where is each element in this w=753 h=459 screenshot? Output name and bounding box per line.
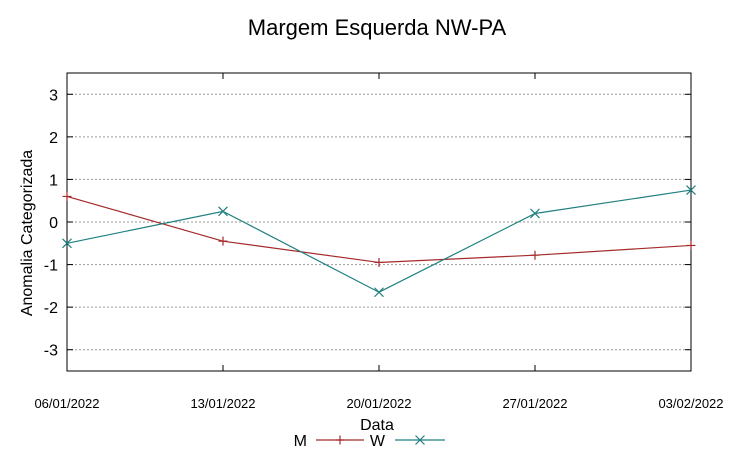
y-axis-label: Anomalia Categorizada <box>19 150 36 316</box>
y-tick-label: 0 <box>49 215 58 232</box>
x-tick-label: 20/01/2022 <box>346 396 411 411</box>
data-point-marker <box>62 191 72 201</box>
data-point-marker <box>530 250 540 260</box>
series-w <box>62 185 696 298</box>
x-tick-label: 27/01/2022 <box>502 396 567 411</box>
x-tick-label: 03/02/2022 <box>658 396 723 411</box>
data-point-marker <box>686 185 696 195</box>
legend-label: M <box>294 433 307 450</box>
data-point-marker <box>415 435 425 445</box>
y-tick-label: -3 <box>44 343 58 360</box>
data-point-marker <box>218 236 228 246</box>
y-tick-label: 2 <box>49 130 58 147</box>
x-tick-label: 06/01/2022 <box>34 396 99 411</box>
data-point-marker <box>374 287 384 298</box>
y-tick-label: 1 <box>49 172 58 189</box>
data-point-marker <box>530 208 540 219</box>
y-tick-label: -2 <box>44 300 58 317</box>
data-point-marker <box>374 257 384 267</box>
series-line <box>66 195 692 264</box>
data-point-marker <box>218 206 228 217</box>
legend-label: W <box>370 433 386 450</box>
data-point-marker <box>62 238 72 249</box>
y-tick-layer: 3 2 1 0 -1 -2 -3 <box>44 87 691 360</box>
series-m <box>62 191 696 267</box>
x-tick-label: 13/01/2022 <box>190 396 255 411</box>
legend-item-m: M <box>294 433 364 450</box>
y-tick-label: -1 <box>44 258 58 275</box>
y-tick-label: 3 <box>49 87 58 104</box>
legend-item-w: W <box>370 433 445 450</box>
series-line <box>66 189 692 293</box>
data-point-marker <box>686 240 696 250</box>
grid-layer <box>67 93 691 351</box>
x-axis-label: Data <box>360 417 394 434</box>
chart-title: Margem Esquerda NW-PA <box>248 15 507 40</box>
x-tick-layer: 06/01/2022 13/01/2022 20/01/2022 27/01/2022… <box>34 73 724 411</box>
series-layer <box>62 185 696 298</box>
data-point-marker <box>335 435 345 445</box>
